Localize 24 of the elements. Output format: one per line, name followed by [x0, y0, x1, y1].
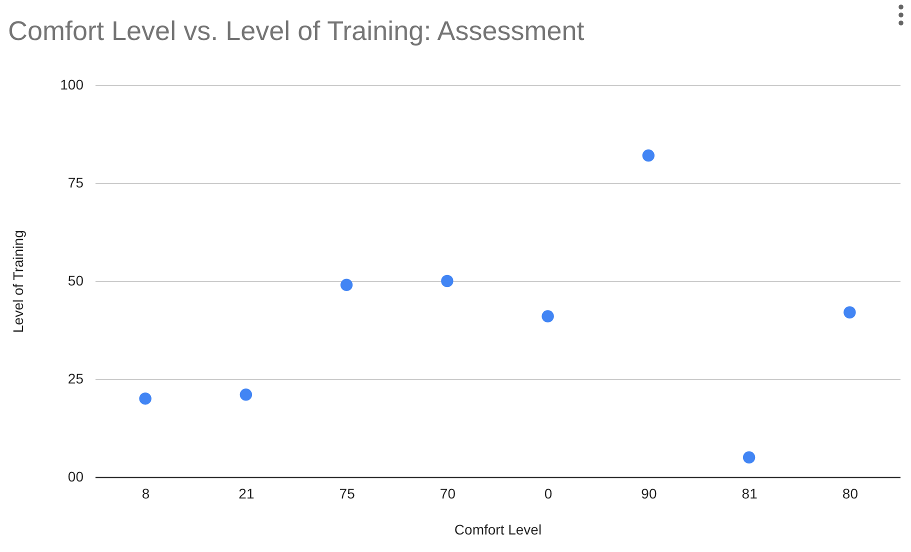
y-tick-label: 25 [68, 370, 84, 386]
point [542, 310, 554, 322]
x-tick-label: 75 [339, 486, 356, 502]
x-tick-label: 81 [742, 486, 758, 502]
x-tick-label: 0 [544, 486, 552, 502]
point [240, 388, 252, 401]
y-tick-label: 100 [60, 76, 84, 92]
point [340, 278, 353, 292]
x-tick-label: 70 [440, 486, 456, 502]
x-tick-label: 21 [238, 486, 254, 502]
point [441, 274, 454, 288]
y-tick-label: 50 [68, 272, 84, 288]
point [742, 451, 756, 464]
point [844, 306, 856, 318]
y-axis-title: Level of Training [10, 230, 26, 333]
chart-title: Comfort Level vs. Level of Training: Assessment [8, 16, 585, 46]
point [139, 392, 152, 405]
x-tick-label: 80 [842, 486, 858, 502]
x-tick-label: 90 [641, 486, 657, 502]
x-axis-title: Comfort Level [454, 522, 542, 538]
y-tick-label: 00 [68, 468, 84, 484]
point [642, 149, 655, 162]
y-tick-label: 75 [68, 174, 84, 190]
x-tick-label: 8 [142, 486, 150, 502]
